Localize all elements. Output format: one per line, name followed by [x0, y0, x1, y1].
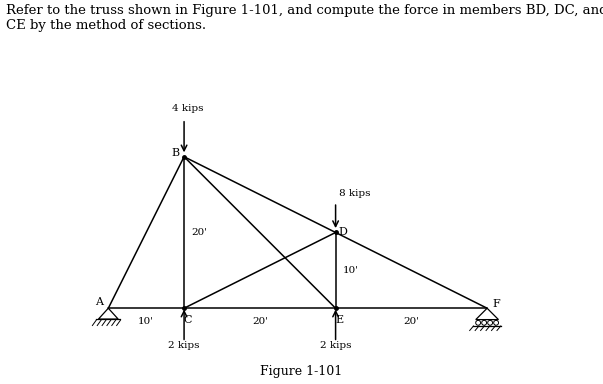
Text: 2 kips: 2 kips: [168, 341, 200, 350]
Text: B: B: [171, 148, 179, 158]
Text: 10': 10': [343, 266, 359, 275]
Text: A: A: [95, 297, 103, 307]
Text: 20': 20': [252, 317, 268, 326]
Text: D: D: [339, 227, 347, 237]
Text: 10': 10': [138, 317, 154, 326]
Text: F: F: [492, 300, 500, 310]
Text: 2 kips: 2 kips: [320, 341, 352, 350]
Text: 4 kips: 4 kips: [172, 104, 204, 113]
Text: C: C: [183, 314, 192, 324]
Text: Figure 1-101: Figure 1-101: [260, 365, 343, 378]
Text: 8 kips: 8 kips: [339, 189, 370, 199]
Text: E: E: [335, 314, 344, 324]
Text: 20': 20': [403, 317, 419, 326]
Text: Refer to the truss shown in Figure 1-101, and compute the force in members BD, D: Refer to the truss shown in Figure 1-101…: [6, 4, 603, 32]
Text: 20': 20': [192, 228, 207, 237]
